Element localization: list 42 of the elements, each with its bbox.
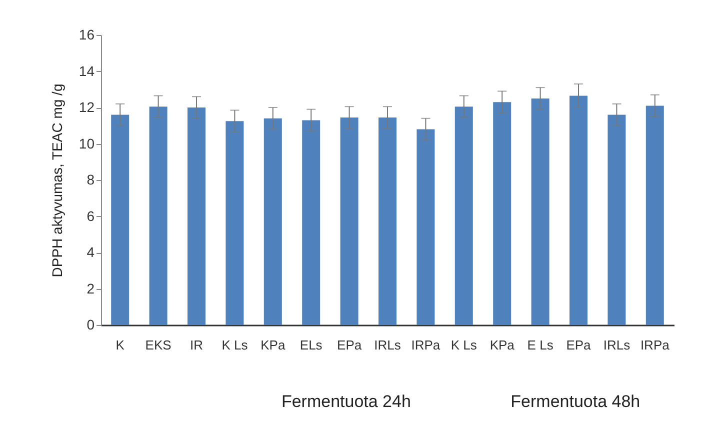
x-tick-label: EPa <box>337 338 362 352</box>
x-tick-label: IRLs <box>374 338 402 352</box>
bar <box>302 120 320 325</box>
x-tick-label: ELs <box>300 338 323 352</box>
x-tick-label: EKS <box>145 338 172 352</box>
bar <box>570 96 588 325</box>
bar <box>531 98 550 325</box>
bar <box>493 102 512 325</box>
text: Fermentuota 24h <box>281 392 411 412</box>
x-tick-label: KPa <box>260 338 286 352</box>
y-tick-label: 6 <box>86 208 95 224</box>
bar <box>454 106 473 325</box>
x-tick-label: IRPa <box>411 338 441 352</box>
y-axis-title: DPPH aktyvumas, TEAC mg /g <box>48 84 65 278</box>
bar <box>188 108 206 325</box>
bar <box>149 106 168 325</box>
y-tick-label: 8 <box>86 172 95 188</box>
text: Fermentuota 48h <box>510 392 640 412</box>
bar <box>226 121 244 325</box>
y-tick-label: 16 <box>78 26 95 42</box>
x-tick-label: K <box>116 338 125 352</box>
x-tick-label: K Ls <box>450 338 478 352</box>
bar <box>646 106 664 325</box>
y-tick-label: 10 <box>78 135 95 152</box>
y-tick-label: 2 <box>86 280 95 296</box>
bar <box>264 118 282 325</box>
y-tick-label: 0 <box>86 316 95 332</box>
x-tick-label: KPa <box>490 338 516 352</box>
x-tick-label: EPa <box>566 338 592 352</box>
bar <box>416 129 435 325</box>
x-tick-label: IRPa <box>640 338 670 352</box>
bar <box>340 117 358 325</box>
y-tick-label: 4 <box>86 244 95 260</box>
bar <box>378 117 396 325</box>
x-tick-label: IR <box>190 338 203 352</box>
x-tick-label: E Ls <box>527 338 554 352</box>
y-tick-label: 12 <box>78 99 95 115</box>
bar <box>111 114 130 325</box>
x-tick-label: IRLs <box>603 338 631 352</box>
x-tick-label: K Ls <box>222 338 248 352</box>
y-tick-label: 14 <box>78 62 95 79</box>
bar <box>608 114 626 325</box>
